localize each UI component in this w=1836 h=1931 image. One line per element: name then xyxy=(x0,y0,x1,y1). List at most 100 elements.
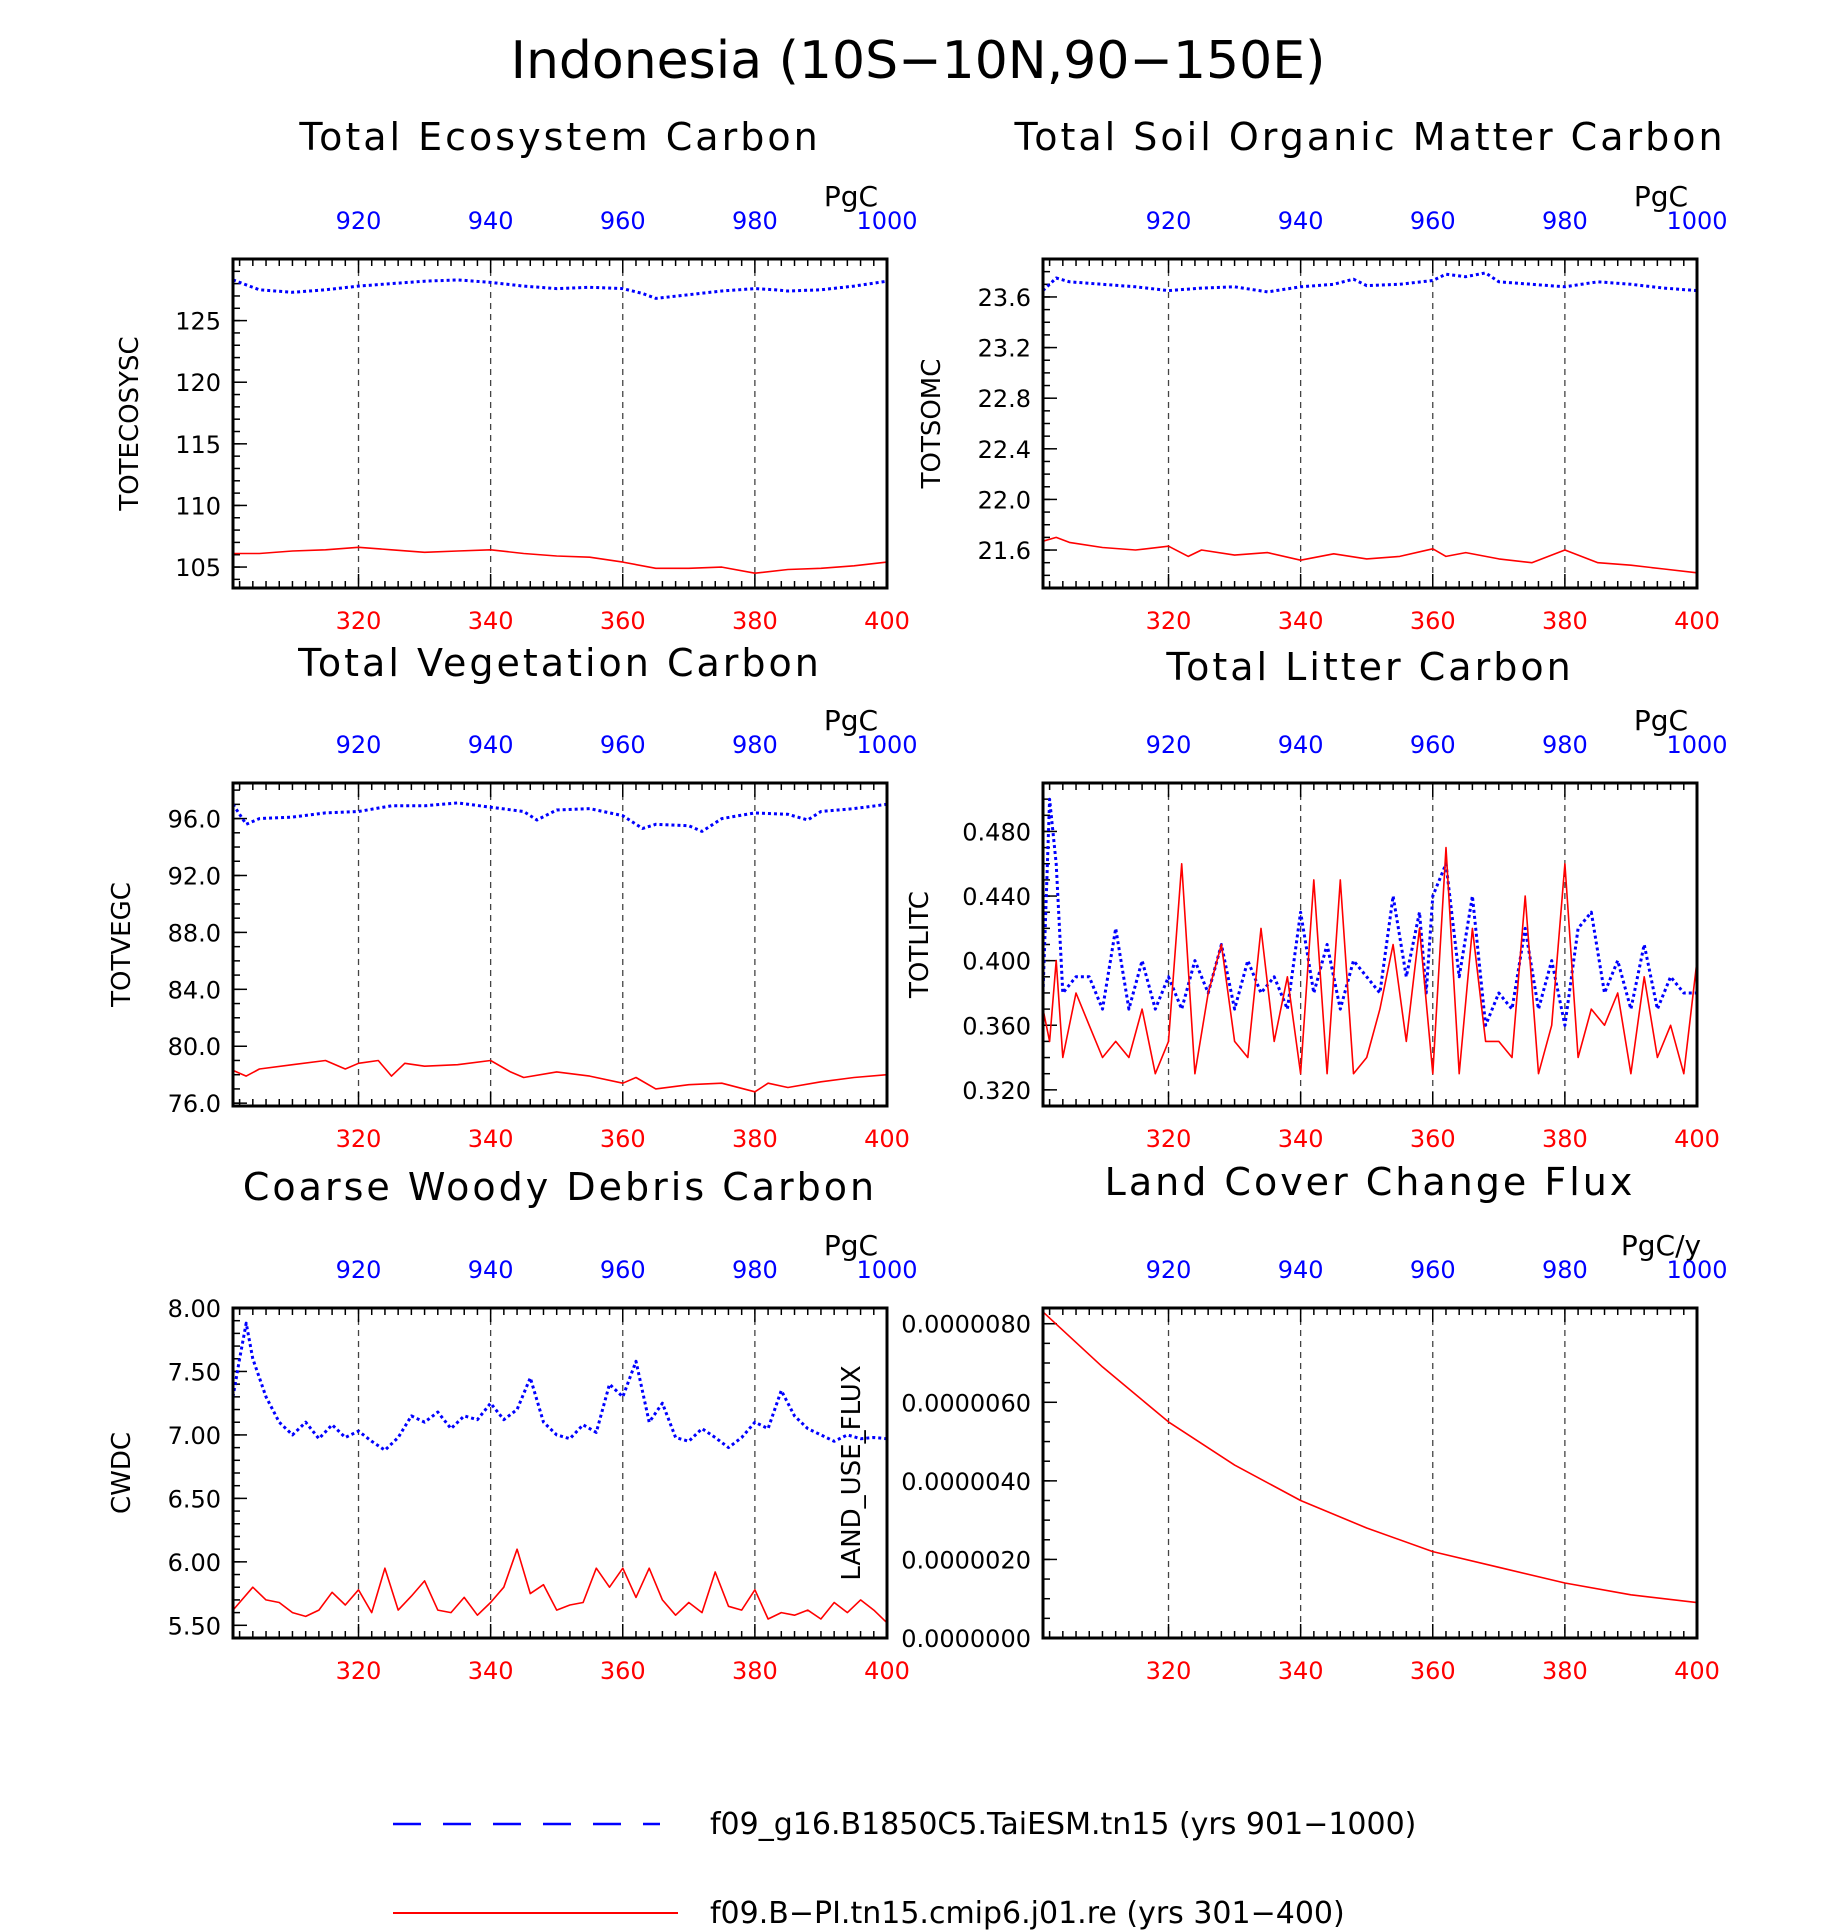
x2-tick-label: 1000 xyxy=(1666,1256,1727,1284)
x-tick-label: 400 xyxy=(1674,607,1720,635)
plot-frame xyxy=(1041,1306,1699,1640)
x2-tick-label: 980 xyxy=(732,1256,778,1284)
series-line-cmip6 xyxy=(1042,536,1698,574)
y-tick-label: 0.0000040 xyxy=(901,1468,1031,1496)
y-tick-label: 0.400 xyxy=(962,948,1031,976)
x2-tick-label: 960 xyxy=(1410,1256,1456,1284)
x-tick-label: 380 xyxy=(1542,607,1588,635)
y-tick-label: 7.00 xyxy=(168,1422,221,1450)
y-tick-label: 0.0000000 xyxy=(901,1625,1031,1653)
y-tick-label: 0.320 xyxy=(962,1077,1031,1105)
y-tick-label: 88.0 xyxy=(168,919,221,947)
chart-title: Total Ecosystem Carbon xyxy=(298,115,820,159)
x2-tick-label: 1000 xyxy=(856,1256,917,1284)
x-tick-label: 400 xyxy=(864,607,910,635)
x2-tick-label: 980 xyxy=(1542,207,1588,235)
legend-label-run-a: f09_g16.B1850C5.TaiESM.tn15 (yrs 901−100… xyxy=(710,1807,1416,1842)
x-tick-label: 320 xyxy=(1146,1125,1192,1153)
y-axis-label: LAND_USE_FLUX xyxy=(837,1365,867,1580)
plot-frame xyxy=(1041,781,1699,1108)
x-tick-label: 360 xyxy=(1410,607,1456,635)
plot-frame xyxy=(231,781,889,1108)
chart-panel-2: Total Soil Organic Matter Carbon PgC 320 34… xyxy=(917,115,1728,635)
y-tick-label: 7.50 xyxy=(168,1358,221,1386)
series-line-cmip6 xyxy=(1042,1311,1698,1604)
y-tick-label: 22.4 xyxy=(978,436,1031,464)
y-tick-label: 0.480 xyxy=(962,818,1031,846)
x-tick-label: 400 xyxy=(864,1125,910,1153)
series-line-taiesm xyxy=(231,1321,888,1452)
x2-tick-label: 980 xyxy=(732,731,778,759)
x-tick-label: 320 xyxy=(336,1657,382,1685)
y-tick-label: 22.8 xyxy=(978,385,1031,413)
x-tick-label: 340 xyxy=(1278,1125,1324,1153)
series-line-cmip6 xyxy=(1042,846,1698,1075)
chart-panel-5: Coarse Woody Debris Carbon PgC 320 340 360 38… xyxy=(107,1165,918,1685)
chart-title: Total Litter Carbon xyxy=(1165,645,1573,689)
chart-title: Coarse Woody Debris Carbon xyxy=(243,1165,877,1209)
y-tick-label: 110 xyxy=(175,492,221,520)
y-tick-label: 92.0 xyxy=(168,862,221,890)
units-label: PgC xyxy=(824,704,878,737)
y-tick-label: 8.00 xyxy=(168,1295,221,1323)
legend-label-run-b: f09.B−PI.tn15.cmip6.j01.re (yrs 301−400) xyxy=(710,1896,1345,1931)
y-tick-label: 23.6 xyxy=(978,284,1031,312)
units-label: PgC xyxy=(1634,180,1688,213)
series-line-cmip6 xyxy=(232,1059,888,1093)
chart-panel-4: Total Litter Carbon PgC 320 340 360 380 400 920… xyxy=(905,645,1728,1153)
x2-tick-label: 980 xyxy=(732,207,778,235)
x-tick-label: 320 xyxy=(336,1125,382,1153)
x-tick-label: 400 xyxy=(1674,1125,1720,1153)
y-axis-label: TOTECOSYSC xyxy=(115,336,145,511)
x2-tick-label: 1000 xyxy=(856,207,917,235)
x-tick-label: 400 xyxy=(864,1657,910,1685)
y-axis-label: CWDC xyxy=(107,1432,137,1514)
plot-frame xyxy=(231,257,889,590)
x-tick-label: 340 xyxy=(1278,1657,1324,1685)
x2-tick-label: 940 xyxy=(1278,731,1324,759)
x2-tick-label: 960 xyxy=(1410,207,1456,235)
x-tick-label: 360 xyxy=(1410,1125,1456,1153)
x2-tick-label: 920 xyxy=(336,731,382,759)
x-tick-label: 360 xyxy=(1410,1657,1456,1685)
units-label: PgC xyxy=(824,1229,878,1262)
series-line-taiesm xyxy=(1041,797,1697,1027)
y-tick-label: 0.360 xyxy=(962,1012,1031,1040)
series-line-taiesm xyxy=(232,278,888,300)
x2-tick-label: 980 xyxy=(1542,731,1588,759)
y-tick-label: 96.0 xyxy=(168,806,221,834)
x2-tick-label: 920 xyxy=(1146,207,1192,235)
y-tick-label: 80.0 xyxy=(168,1033,221,1061)
x2-tick-label: 1000 xyxy=(1666,731,1727,759)
x-tick-label: 380 xyxy=(732,1657,778,1685)
x2-tick-label: 920 xyxy=(1146,1256,1192,1284)
plot-frame xyxy=(1041,257,1699,590)
y-tick-label: 84.0 xyxy=(168,976,221,1004)
x-tick-label: 320 xyxy=(1146,607,1192,635)
chart-title: Total Vegetation Carbon xyxy=(297,641,822,685)
y-tick-label: 115 xyxy=(175,431,221,459)
x2-tick-label: 940 xyxy=(1278,1256,1324,1284)
x2-tick-label: 980 xyxy=(1542,1256,1588,1284)
y-axis-label: TOTSOMC xyxy=(917,359,947,490)
x2-tick-label: 1000 xyxy=(856,731,917,759)
units-label: PgC xyxy=(1634,704,1688,737)
x2-tick-label: 960 xyxy=(600,731,646,759)
series-line-taiesm xyxy=(1041,271,1698,294)
units-label: PgC xyxy=(824,180,878,213)
x-tick-label: 360 xyxy=(600,607,646,635)
x-tick-label: 340 xyxy=(1278,607,1324,635)
x-tick-label: 400 xyxy=(1674,1657,1720,1685)
y-tick-label: 0.440 xyxy=(962,883,1031,911)
x-tick-label: 380 xyxy=(1542,1657,1588,1685)
x2-tick-label: 920 xyxy=(336,1256,382,1284)
x2-tick-label: 960 xyxy=(1410,731,1456,759)
chart-panel-6: Land Cover Change Flux PgC/y 320 340 360 380 4… xyxy=(837,1160,1728,1685)
x-tick-label: 380 xyxy=(1542,1125,1588,1153)
y-tick-label: 21.6 xyxy=(978,537,1031,565)
x2-tick-label: 960 xyxy=(600,1256,646,1284)
x2-tick-label: 940 xyxy=(1278,207,1324,235)
